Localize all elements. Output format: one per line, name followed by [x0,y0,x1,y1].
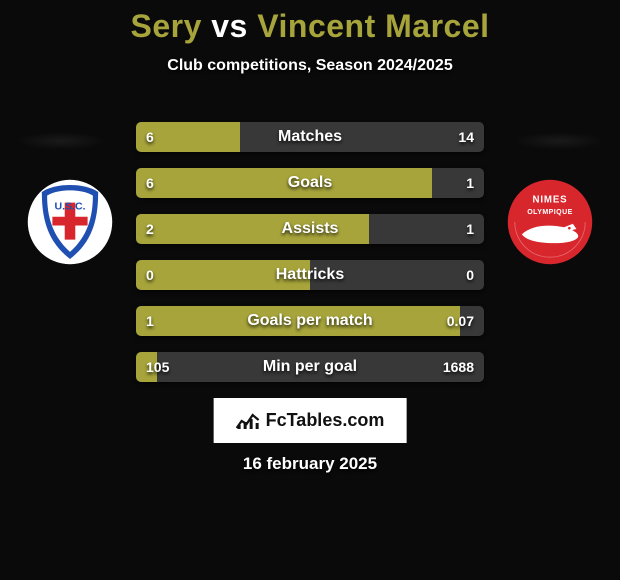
player1-name: Sery [130,8,201,44]
stat-row: Hattricks00 [136,260,484,290]
brand-badge: FcTables.com [214,398,407,443]
svg-text:NIMES: NIMES [532,195,567,206]
stat-row: Matches614 [136,122,484,152]
date-text: 16 february 2025 [0,454,620,474]
stat-row: Assists21 [136,214,484,244]
brand-text: FcTables.com [266,410,385,431]
stats-bars: Matches614 Goals61 Assists21 Hattricks00 Goa… [136,122,484,398]
brand-icon [236,412,260,430]
shadow-right [514,132,604,150]
stat-row: Goals61 [136,168,484,198]
comparison-title: Sery vs Vincent Marcel [0,0,620,45]
team-right-logo: NIMES OLYMPIQUE [506,178,594,266]
vs-text: vs [211,8,248,44]
team-left-logo: U.S.C. [26,178,114,266]
subtitle: Club competitions, Season 2024/2025 [0,57,620,75]
stat-row: Min per goal1051688 [136,352,484,382]
svg-text:U.S.C.: U.S.C. [54,201,85,213]
svg-text:OLYMPIQUE: OLYMPIQUE [527,209,573,216]
player2-name: Vincent Marcel [257,8,489,44]
stat-row: Goals per match10.07 [136,306,484,336]
shadow-left [16,132,106,150]
